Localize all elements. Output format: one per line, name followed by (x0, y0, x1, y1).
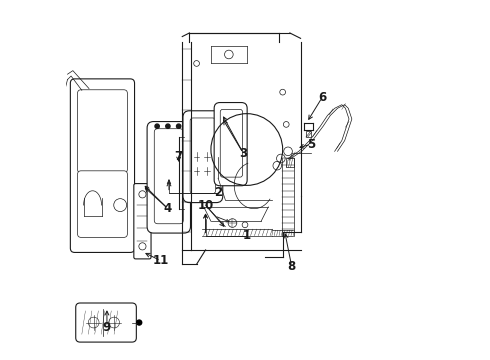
FancyBboxPatch shape (134, 184, 151, 259)
FancyBboxPatch shape (76, 303, 136, 342)
Text: 10: 10 (197, 199, 214, 212)
FancyBboxPatch shape (214, 103, 247, 186)
FancyBboxPatch shape (77, 171, 127, 237)
Text: 6: 6 (318, 91, 326, 104)
Circle shape (137, 320, 142, 325)
Circle shape (176, 124, 181, 129)
Bar (286, 158, 294, 167)
Bar (306, 131, 311, 137)
Text: 4: 4 (164, 202, 172, 215)
FancyBboxPatch shape (71, 79, 135, 252)
Circle shape (155, 124, 159, 129)
Text: 8: 8 (288, 260, 296, 273)
Text: 1: 1 (243, 229, 251, 242)
FancyBboxPatch shape (220, 109, 243, 177)
FancyBboxPatch shape (190, 118, 216, 194)
FancyBboxPatch shape (154, 129, 183, 224)
Text: 3: 3 (239, 147, 247, 159)
Text: 11: 11 (152, 254, 169, 267)
Circle shape (166, 124, 170, 129)
Text: 7: 7 (174, 150, 183, 163)
FancyBboxPatch shape (147, 122, 191, 233)
Text: 5: 5 (307, 138, 316, 150)
FancyBboxPatch shape (77, 90, 127, 173)
Text: 2: 2 (214, 186, 222, 199)
Text: 9: 9 (103, 320, 111, 333)
FancyBboxPatch shape (183, 111, 223, 203)
